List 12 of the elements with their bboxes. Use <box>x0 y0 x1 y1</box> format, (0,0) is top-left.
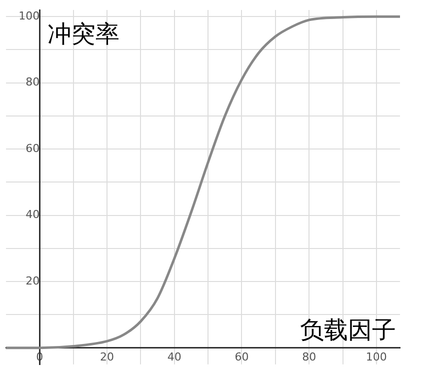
x-tick-label: 60 <box>234 350 249 364</box>
y-tick-label: 40 <box>26 208 40 222</box>
x-tick-label: 100 <box>366 350 387 364</box>
x-axis-title: 负载因子 <box>300 316 396 344</box>
y-axis-title: 冲突率 <box>48 20 120 48</box>
y-tick-label: 100 <box>18 9 40 22</box>
x-tick-label: 40 <box>167 350 182 364</box>
y-tick-label: 20 <box>26 274 40 288</box>
y-tick-label: 80 <box>26 76 40 89</box>
y-tick-label: 60 <box>26 142 40 155</box>
x-tick-label: 80 <box>302 350 316 364</box>
x-tick-label: 20 <box>100 350 114 364</box>
